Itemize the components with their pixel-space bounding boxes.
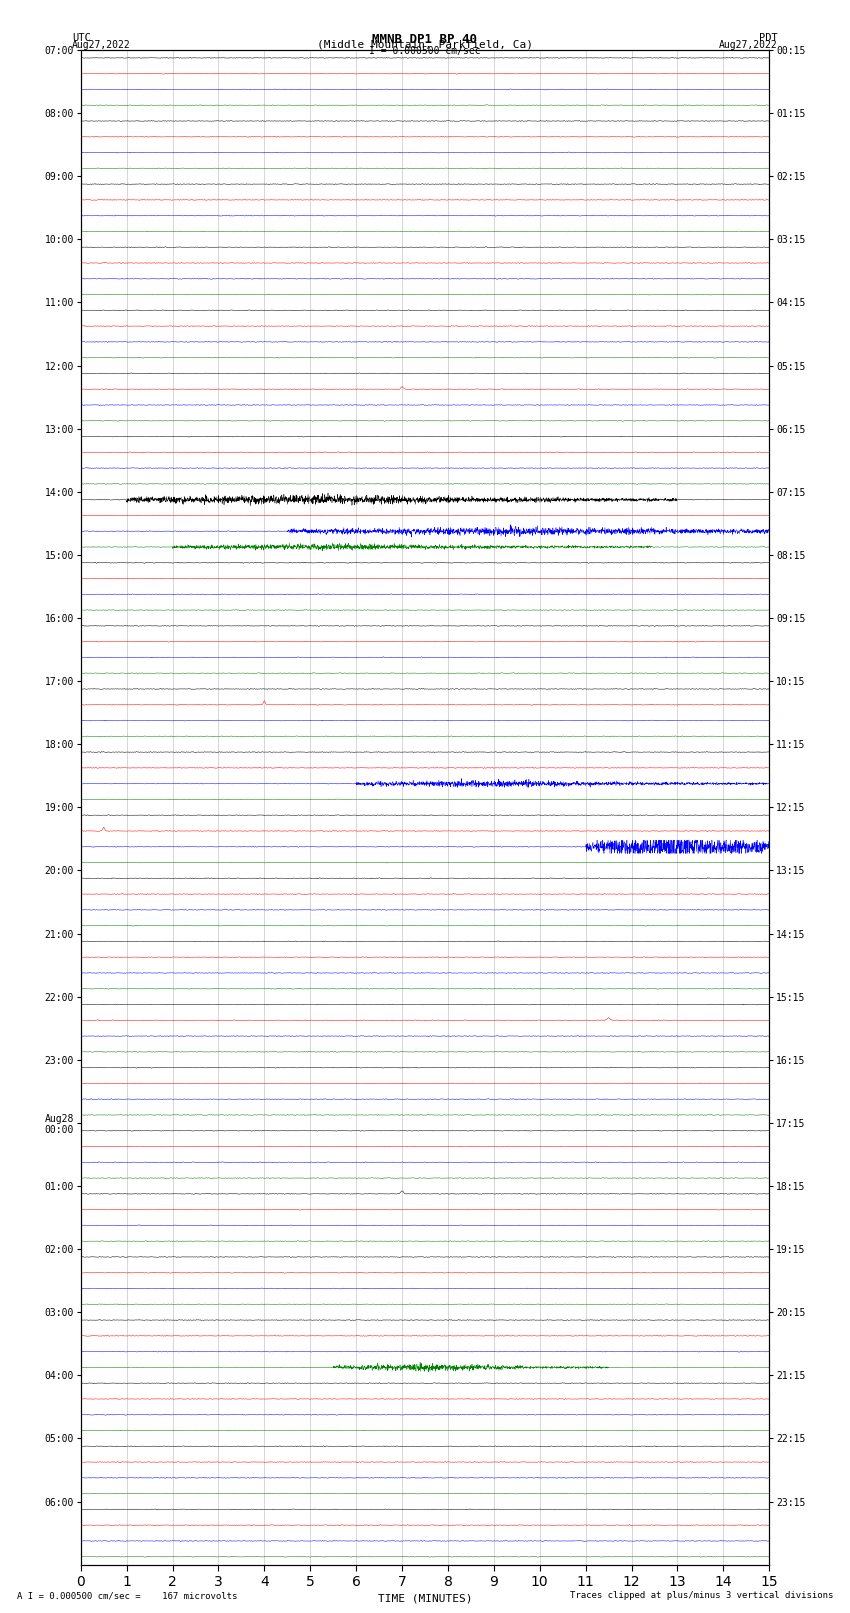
Text: Traces clipped at plus/minus 3 vertical divisions: Traces clipped at plus/minus 3 vertical … [570, 1590, 833, 1600]
Text: Aug27,2022: Aug27,2022 [719, 39, 778, 50]
Text: PDT: PDT [759, 32, 778, 44]
X-axis label: TIME (MINUTES): TIME (MINUTES) [377, 1594, 473, 1603]
Text: I = 0.000500 cm/sec: I = 0.000500 cm/sec [369, 45, 481, 56]
Text: MMNB DP1 BP 40: MMNB DP1 BP 40 [372, 32, 478, 47]
Text: UTC: UTC [72, 32, 91, 44]
Text: Aug27,2022: Aug27,2022 [72, 39, 131, 50]
Text: (Middle Mountain, Parkfield, Ca): (Middle Mountain, Parkfield, Ca) [317, 39, 533, 50]
Text: A I = 0.000500 cm/sec =    167 microvolts: A I = 0.000500 cm/sec = 167 microvolts [17, 1590, 237, 1600]
